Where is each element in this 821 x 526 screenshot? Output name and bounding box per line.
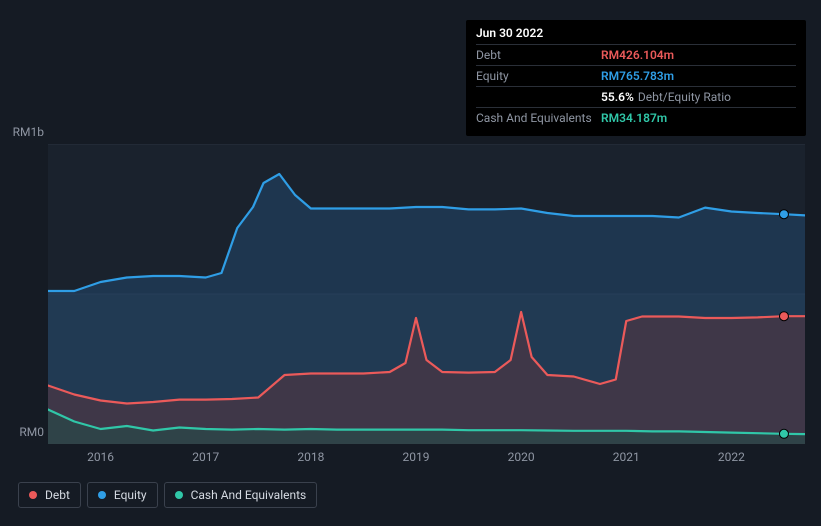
x-axis: 2016 2017 2018 2019 2020 2021 2022	[48, 450, 805, 470]
legend-item[interactable]: Equity	[87, 482, 158, 508]
x-label: 2021	[613, 450, 640, 464]
x-label: 2022	[718, 450, 745, 464]
legend-label: Debt	[45, 488, 70, 502]
x-label: 2020	[508, 450, 535, 464]
x-label: 2019	[402, 450, 429, 464]
legend-label: Equity	[114, 488, 147, 502]
tooltip-value: RM765.783m	[601, 69, 674, 83]
x-label: 2016	[87, 450, 114, 464]
legend-swatch	[175, 491, 183, 499]
tooltip-label: Cash And Equivalents	[476, 111, 601, 125]
legend-label: Cash And Equivalents	[191, 488, 307, 502]
tooltip-value: 55.6%Debt/Equity Ratio	[601, 90, 731, 104]
tooltip-panel: Jun 30 2022 DebtRM426.104mEquityRM765.78…	[466, 20, 806, 136]
tooltip-date: Jun 30 2022	[476, 26, 796, 44]
tooltip-row: Cash And EquivalentsRM34.187m	[476, 107, 796, 128]
tooltip-label: Debt	[476, 48, 601, 62]
y-label-top: RM1b	[6, 125, 44, 139]
y-label-bottom: RM0	[6, 425, 44, 439]
legend-swatch	[29, 491, 37, 499]
chart-svg	[48, 144, 805, 444]
tooltip-row: DebtRM426.104m	[476, 44, 796, 65]
tooltip-row: 55.6%Debt/Equity Ratio	[476, 86, 796, 107]
tooltip-suffix: Debt/Equity Ratio	[638, 90, 731, 104]
tooltip-label	[476, 90, 601, 104]
x-label: 2018	[297, 450, 324, 464]
tooltip-value: RM426.104m	[601, 48, 674, 62]
tooltip-row: EquityRM765.783m	[476, 65, 796, 86]
legend-item[interactable]: Cash And Equivalents	[164, 482, 318, 508]
tooltip-value: RM34.187m	[601, 111, 667, 125]
legend-item[interactable]: Debt	[18, 482, 81, 508]
x-label: 2017	[192, 450, 219, 464]
legend-swatch	[98, 491, 106, 499]
legend: Debt Equity Cash And Equivalents	[18, 482, 317, 508]
chart-plot	[48, 144, 805, 444]
tooltip-label: Equity	[476, 69, 601, 83]
